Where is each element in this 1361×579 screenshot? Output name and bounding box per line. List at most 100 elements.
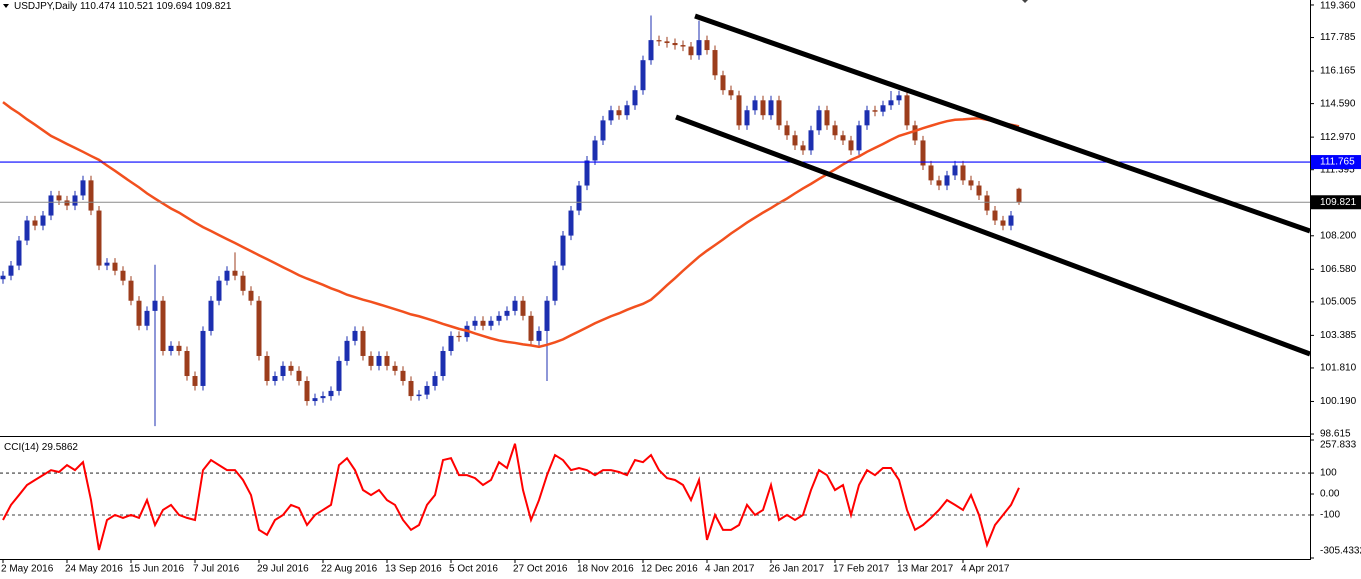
marker-icon xyxy=(1022,0,1028,3)
menu-triangle[interactable] xyxy=(3,4,9,8)
candle-body xyxy=(824,110,830,126)
y-tick-label: 100.190 xyxy=(1320,396,1357,407)
candle-body xyxy=(408,380,414,397)
candle-body xyxy=(24,220,30,241)
x-tick-label: 12 Dec 2016 xyxy=(641,564,698,575)
candle-body xyxy=(680,45,686,47)
hline-label-box xyxy=(1311,155,1361,170)
candle-body xyxy=(48,195,54,216)
candle-body xyxy=(1000,220,1006,226)
candle-body xyxy=(576,185,582,211)
candle-body xyxy=(416,394,422,397)
candle-body xyxy=(672,43,678,46)
candle-body xyxy=(248,290,254,301)
candle-body xyxy=(896,95,902,101)
candle-body xyxy=(0,275,6,280)
channel-lower xyxy=(675,114,1311,357)
candle-body xyxy=(840,135,846,141)
candle-body xyxy=(336,360,342,391)
candle-body xyxy=(72,195,78,206)
candle-body xyxy=(80,180,86,196)
candle-body xyxy=(368,355,374,366)
candle-body xyxy=(64,200,70,206)
candle-body xyxy=(264,355,270,381)
candle-body xyxy=(648,40,654,61)
candle-body xyxy=(560,235,566,266)
candle-body xyxy=(848,140,854,151)
candle-body xyxy=(592,140,598,161)
candle-body xyxy=(832,125,838,136)
y-tick-label: 98.615 xyxy=(1320,429,1351,440)
candle-body xyxy=(288,365,294,371)
candle-body xyxy=(696,40,702,56)
candle-body xyxy=(768,100,774,116)
candle-body xyxy=(352,330,358,341)
candle-body xyxy=(160,300,166,351)
high-value: 110.521 xyxy=(118,1,154,12)
y-tick-label: 101.810 xyxy=(1320,363,1357,374)
candle-body xyxy=(488,320,494,326)
candle-body xyxy=(752,100,758,111)
candle-body xyxy=(936,180,942,186)
candle-body xyxy=(776,100,782,126)
candle-body xyxy=(536,330,542,341)
x-tick-label: 5 Oct 2016 xyxy=(449,564,498,575)
candle-body xyxy=(432,376,438,386)
candle-body xyxy=(32,220,38,226)
candle-body xyxy=(176,345,182,351)
candle-body xyxy=(440,350,446,377)
candle-body xyxy=(856,125,862,151)
candle-body xyxy=(720,75,726,91)
candle-body xyxy=(568,210,574,236)
x-tick-label: 17 Feb 2017 xyxy=(833,564,890,575)
candle-body xyxy=(616,110,622,116)
open-value: 110.474 xyxy=(80,1,116,12)
candle-body xyxy=(400,370,406,381)
candle-body xyxy=(976,185,982,196)
candle-body xyxy=(504,310,510,316)
candle-body xyxy=(392,365,398,371)
y-tick-label: 117.785 xyxy=(1320,32,1356,43)
candle-body xyxy=(952,165,958,176)
x-tick-label: 22 Aug 2016 xyxy=(321,564,378,575)
candle-body xyxy=(728,90,734,96)
x-tick-label: 29 Jul 2016 xyxy=(257,564,309,575)
x-tick-label: 18 Nov 2016 xyxy=(577,564,634,575)
candle-body xyxy=(200,330,206,386)
candle-body xyxy=(456,335,462,338)
indicator-tick-label: -305.4332 xyxy=(1320,546,1361,557)
candle-body xyxy=(584,160,590,186)
channel-upper xyxy=(694,13,1311,234)
candle-body xyxy=(144,310,150,326)
candle-body xyxy=(328,390,334,397)
bid-label-box xyxy=(1311,195,1361,210)
y-tick-label: 114.590 xyxy=(1320,98,1356,109)
candle-body xyxy=(376,355,382,366)
candle-body xyxy=(472,320,478,326)
x-tick-label: 4 Apr 2017 xyxy=(961,564,1010,575)
candle-body xyxy=(552,265,558,301)
x-tick-label: 13 Sep 2016 xyxy=(385,564,442,575)
candle-body xyxy=(736,95,742,126)
candle-body xyxy=(808,130,814,151)
candle-body xyxy=(608,110,614,121)
candle-body xyxy=(816,110,822,131)
candle-body xyxy=(784,125,790,136)
bid-label: 109.821 xyxy=(1320,197,1357,208)
candle-body xyxy=(760,100,766,116)
x-tick-label: 24 May 2016 xyxy=(65,564,123,575)
candle-body xyxy=(520,300,526,316)
candle-body xyxy=(496,315,502,321)
y-tick-label: 103.385 xyxy=(1320,330,1357,341)
candle-body xyxy=(120,270,126,281)
symbol: USDJPY,Daily xyxy=(14,1,77,12)
price-panel xyxy=(0,15,1310,427)
candle-body xyxy=(152,300,158,311)
candle-body xyxy=(744,110,750,126)
candle-body xyxy=(688,46,694,56)
candle-body xyxy=(656,40,662,42)
candle-body xyxy=(640,60,646,91)
candle-body xyxy=(224,270,230,281)
candle-body xyxy=(280,365,286,377)
